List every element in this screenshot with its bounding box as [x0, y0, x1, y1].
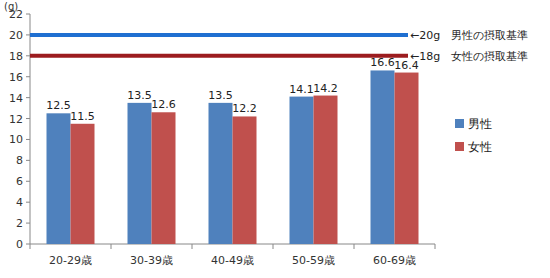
legend-label: 女性 [468, 140, 492, 154]
data-label: 12.2 [232, 102, 257, 115]
x-tick [435, 244, 436, 249]
data-label: 12.5 [46, 99, 71, 112]
data-label: 14.2 [313, 82, 338, 95]
y-tick-label: 10 [9, 133, 23, 146]
bar [128, 103, 152, 244]
y-tick-label: 4 [16, 196, 23, 209]
y-tick-label: 6 [16, 175, 23, 188]
y-tick-label: 12 [9, 113, 23, 126]
data-label: 14.1 [289, 83, 314, 96]
x-tick-label: 30-39歳 [130, 254, 173, 267]
chart: (g)024681012141618202220-29歳30-39歳40-49歳… [0, 0, 550, 278]
bar [395, 73, 419, 244]
x-tick [192, 244, 193, 249]
bar [371, 70, 395, 244]
x-tick-label: 40-49歳 [211, 254, 254, 267]
y-tick [26, 14, 30, 15]
data-label: 13.5 [127, 89, 152, 102]
data-label: 16.6 [370, 56, 395, 69]
reference-line [30, 33, 408, 37]
y-tick [26, 202, 30, 203]
y-tick [26, 223, 30, 224]
bar [209, 103, 233, 244]
x-tick-label: 20-29歳 [49, 254, 92, 267]
x-tick-label: 50-59歳 [292, 254, 335, 267]
annotation: ←18g 女性の摂取基準 [410, 50, 528, 63]
legend-swatch [455, 119, 464, 128]
x-tick [273, 244, 274, 249]
y-tick-label: 16 [9, 71, 23, 84]
y-tick-label: 2 [16, 217, 23, 230]
y-tick [26, 118, 30, 119]
x-tick [30, 244, 31, 249]
y-tick [26, 76, 30, 77]
y-tick-label: 22 [9, 8, 23, 21]
y-tick [26, 55, 30, 56]
data-label: 12.6 [151, 98, 176, 111]
y-tick [26, 139, 30, 140]
y-axis [30, 14, 31, 244]
bar [290, 97, 314, 244]
y-tick [26, 181, 30, 182]
annotation: ←20g 男性の摂取基準 [410, 29, 528, 42]
bar [71, 124, 95, 244]
data-label: 16.4 [394, 59, 419, 72]
x-tick [354, 244, 355, 249]
x-tick [111, 244, 112, 249]
y-tick-label: 20 [9, 29, 23, 42]
bar [47, 113, 71, 244]
y-tick [26, 244, 30, 245]
y-tick-label: 18 [9, 50, 23, 63]
bar [314, 96, 338, 244]
y-tick-label: 0 [16, 238, 23, 251]
legend-swatch [455, 142, 464, 151]
bars [47, 70, 419, 244]
y-tick [26, 160, 30, 161]
bar [152, 112, 176, 244]
legend-label: 男性 [468, 117, 492, 131]
y-tick-label: 14 [9, 92, 23, 105]
reference-line [30, 54, 408, 58]
x-tick-label: 60-69歳 [373, 254, 416, 267]
data-label: 13.5 [208, 89, 233, 102]
bar [233, 116, 257, 244]
y-tick-label: 8 [16, 154, 23, 167]
y-tick [26, 34, 30, 35]
data-label: 11.5 [70, 110, 95, 123]
y-tick [26, 97, 30, 98]
